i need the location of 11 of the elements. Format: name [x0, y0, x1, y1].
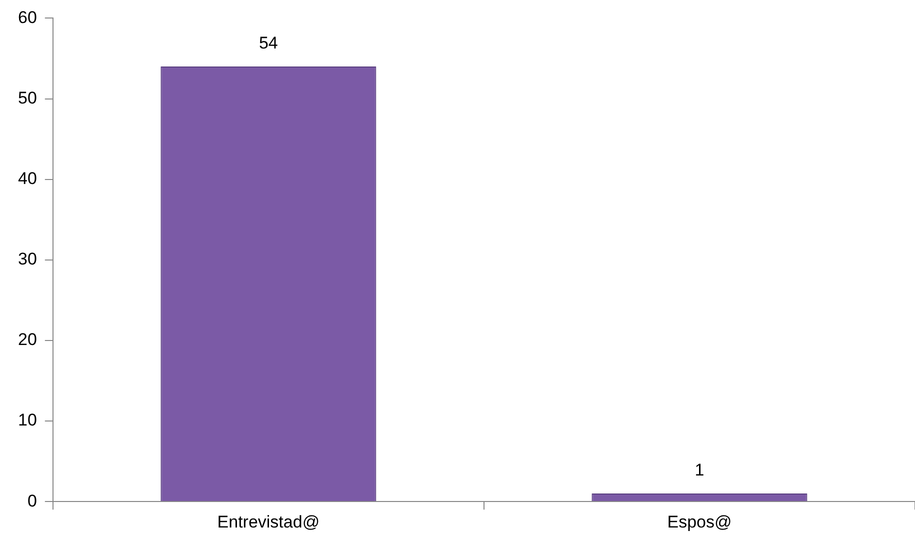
- y-tick-label: 60: [18, 8, 37, 27]
- y-tick-label: 40: [18, 169, 37, 188]
- y-tick-label: 0: [27, 491, 37, 510]
- y-tick-label: 30: [18, 250, 37, 269]
- y-tick-label: 50: [18, 88, 37, 108]
- y-tick-label: 20: [18, 330, 37, 350]
- data-label: 54: [258, 34, 278, 53]
- x-tick-label: Espos@: [667, 512, 732, 532]
- data-label: 1: [694, 460, 704, 480]
- y-tick-label: 10: [18, 410, 37, 430]
- x-tick-label: Entrevistad@: [217, 512, 320, 532]
